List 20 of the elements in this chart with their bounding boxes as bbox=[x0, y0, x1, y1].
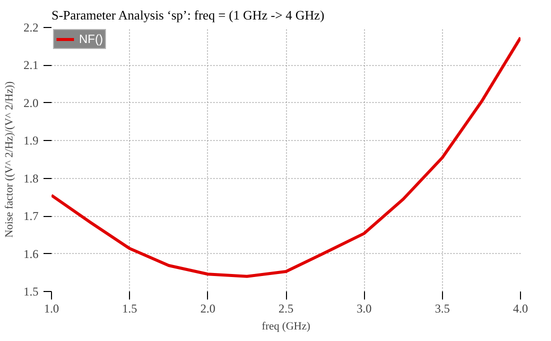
x-tick-label: 4.0 bbox=[513, 302, 528, 316]
y-tick-label: 2.2 bbox=[24, 20, 38, 34]
y-tick-label: 1.8 bbox=[24, 171, 38, 186]
y-tick-label: 2.1 bbox=[24, 58, 38, 72]
y-tick-label: 2.0 bbox=[24, 96, 38, 110]
x-tick-label: 2.5 bbox=[278, 302, 294, 316]
y-tick-label: 1.9 bbox=[24, 134, 38, 148]
x-tick-label: 3.5 bbox=[434, 302, 450, 316]
x-tick-label: 3.0 bbox=[356, 302, 372, 316]
y-tick-label: 1.5 bbox=[24, 284, 38, 298]
x-axis-title: freq (GHz) bbox=[262, 320, 311, 332]
x-tick-label: 1.0 bbox=[44, 302, 59, 316]
line-series bbox=[52, 36, 520, 278]
y-axis-title: Noise factor ((V^ 2/Hz)/(V^ 2/Hz)) bbox=[4, 81, 16, 238]
chart-title: S-Parameter Analysis ‘sp’: freq = (1 GHz -> 4 GHz) bbox=[52, 8, 324, 22]
x-tick-label: 2.0 bbox=[200, 302, 216, 316]
y-tick-label: 1.6 bbox=[24, 246, 38, 261]
x-tick-label: 1.5 bbox=[122, 302, 138, 316]
legend-label: NF() bbox=[79, 32, 103, 46]
y-tick-label: 1.7 bbox=[24, 209, 38, 224]
